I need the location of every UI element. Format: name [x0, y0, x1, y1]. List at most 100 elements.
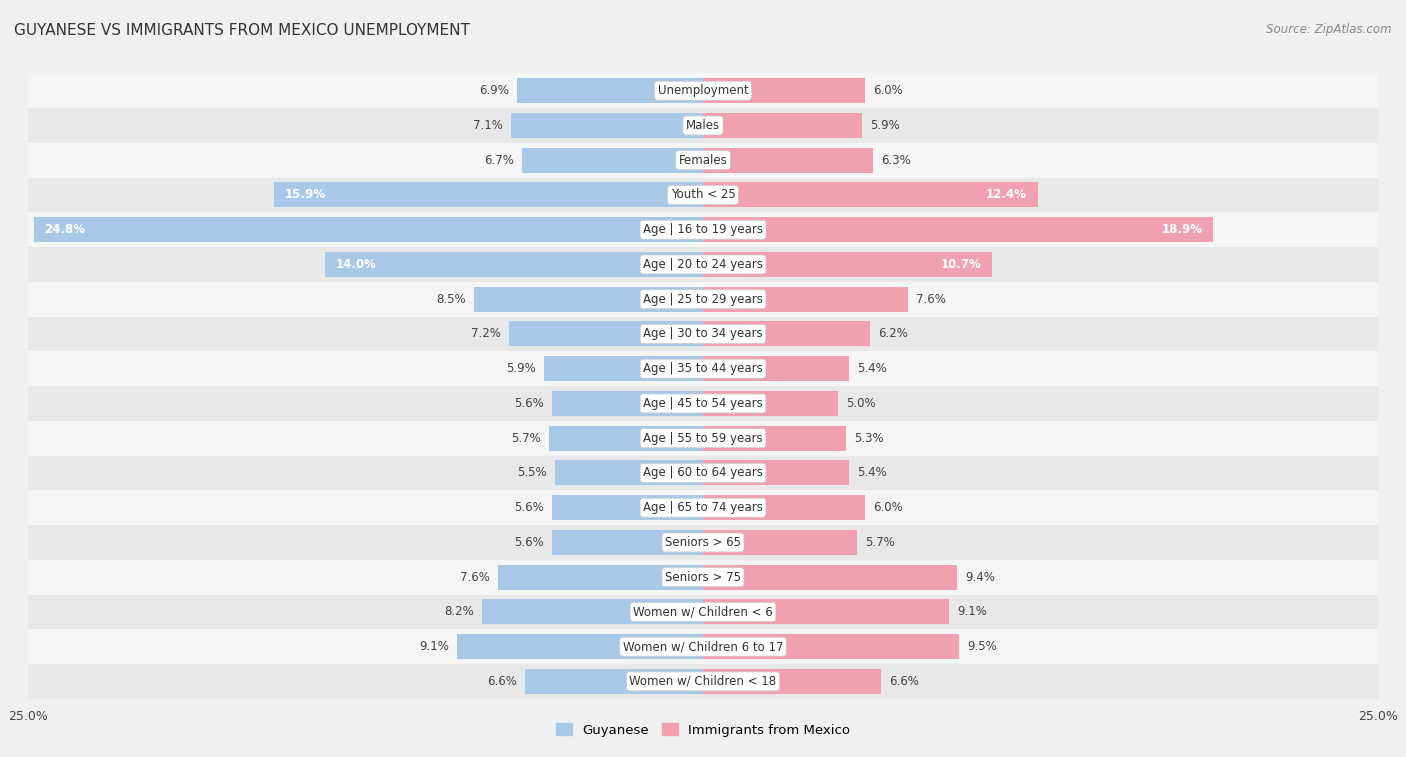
Text: Age | 30 to 34 years: Age | 30 to 34 years [643, 328, 763, 341]
Text: 7.6%: 7.6% [917, 293, 946, 306]
Bar [34, 217, 703, 242]
Text: 5.9%: 5.9% [506, 362, 536, 375]
Text: 5.4%: 5.4% [856, 466, 887, 479]
Bar [524, 669, 703, 694]
Text: Seniors > 65: Seniors > 65 [665, 536, 741, 549]
Text: Age | 16 to 19 years: Age | 16 to 19 years [643, 223, 763, 236]
Bar [703, 357, 849, 382]
Text: Females: Females [679, 154, 727, 167]
Text: 5.4%: 5.4% [856, 362, 887, 375]
Text: Males: Males [686, 119, 720, 132]
Bar [703, 78, 865, 103]
Text: 5.3%: 5.3% [855, 431, 884, 444]
Bar [28, 143, 1378, 178]
Bar [28, 594, 1378, 629]
Text: 6.0%: 6.0% [873, 84, 903, 97]
Bar [703, 287, 908, 312]
Bar [28, 108, 1378, 143]
Bar [703, 425, 846, 450]
Bar [28, 421, 1378, 456]
Text: Source: ZipAtlas.com: Source: ZipAtlas.com [1267, 23, 1392, 36]
Bar [703, 600, 949, 625]
Text: 15.9%: 15.9% [284, 188, 326, 201]
Text: 24.8%: 24.8% [45, 223, 86, 236]
Text: 9.1%: 9.1% [419, 640, 450, 653]
Bar [28, 664, 1378, 699]
Text: 7.2%: 7.2% [471, 328, 501, 341]
Bar [703, 669, 882, 694]
Bar [28, 386, 1378, 421]
Bar [28, 525, 1378, 560]
Text: 5.5%: 5.5% [517, 466, 547, 479]
Text: 8.5%: 8.5% [436, 293, 465, 306]
Text: 12.4%: 12.4% [986, 188, 1026, 201]
Text: Age | 20 to 24 years: Age | 20 to 24 years [643, 258, 763, 271]
Text: Age | 35 to 44 years: Age | 35 to 44 years [643, 362, 763, 375]
Text: Youth < 25: Youth < 25 [671, 188, 735, 201]
Bar [703, 495, 865, 520]
Bar [551, 495, 703, 520]
Bar [28, 212, 1378, 247]
Text: Age | 45 to 54 years: Age | 45 to 54 years [643, 397, 763, 410]
Text: 6.2%: 6.2% [879, 328, 908, 341]
Bar [703, 252, 991, 277]
Text: 9.5%: 9.5% [967, 640, 997, 653]
Text: Age | 60 to 64 years: Age | 60 to 64 years [643, 466, 763, 479]
Bar [551, 530, 703, 555]
Bar [703, 113, 862, 138]
Bar [544, 357, 703, 382]
Text: 9.1%: 9.1% [956, 606, 987, 618]
Bar [703, 565, 956, 590]
Bar [28, 73, 1378, 108]
Text: Women w/ Children < 6: Women w/ Children < 6 [633, 606, 773, 618]
Bar [703, 148, 873, 173]
Bar [28, 491, 1378, 525]
Text: 8.2%: 8.2% [444, 606, 474, 618]
Bar [703, 391, 838, 416]
Text: 6.3%: 6.3% [882, 154, 911, 167]
Bar [28, 560, 1378, 594]
Text: Age | 25 to 29 years: Age | 25 to 29 years [643, 293, 763, 306]
Bar [325, 252, 703, 277]
Bar [522, 148, 703, 173]
Bar [517, 78, 703, 103]
Bar [498, 565, 703, 590]
Bar [512, 113, 703, 138]
Text: Unemployment: Unemployment [658, 84, 748, 97]
Text: 5.7%: 5.7% [512, 431, 541, 444]
Bar [703, 530, 856, 555]
Text: 14.0%: 14.0% [336, 258, 377, 271]
Text: 9.4%: 9.4% [965, 571, 994, 584]
Bar [703, 634, 959, 659]
Legend: Guyanese, Immigrants from Mexico: Guyanese, Immigrants from Mexico [550, 718, 856, 742]
Text: 5.6%: 5.6% [515, 536, 544, 549]
Text: 6.9%: 6.9% [479, 84, 509, 97]
Bar [703, 217, 1213, 242]
Text: 5.0%: 5.0% [846, 397, 876, 410]
Text: Age | 65 to 74 years: Age | 65 to 74 years [643, 501, 763, 514]
Bar [28, 456, 1378, 491]
Bar [28, 351, 1378, 386]
Bar [28, 178, 1378, 212]
Text: 5.7%: 5.7% [865, 536, 894, 549]
Bar [274, 182, 703, 207]
Bar [550, 425, 703, 450]
Text: Seniors > 75: Seniors > 75 [665, 571, 741, 584]
Text: 5.6%: 5.6% [515, 501, 544, 514]
Bar [703, 322, 870, 347]
Text: 7.6%: 7.6% [460, 571, 489, 584]
Bar [554, 460, 703, 485]
Text: 6.6%: 6.6% [486, 675, 517, 688]
Bar [474, 287, 703, 312]
Bar [28, 316, 1378, 351]
Bar [28, 629, 1378, 664]
Text: 5.9%: 5.9% [870, 119, 900, 132]
Bar [28, 247, 1378, 282]
Text: Age | 55 to 59 years: Age | 55 to 59 years [643, 431, 763, 444]
Text: 6.6%: 6.6% [889, 675, 920, 688]
Bar [457, 634, 703, 659]
Bar [509, 322, 703, 347]
Text: 7.1%: 7.1% [474, 119, 503, 132]
Text: 5.6%: 5.6% [515, 397, 544, 410]
Text: GUYANESE VS IMMIGRANTS FROM MEXICO UNEMPLOYMENT: GUYANESE VS IMMIGRANTS FROM MEXICO UNEMP… [14, 23, 470, 38]
